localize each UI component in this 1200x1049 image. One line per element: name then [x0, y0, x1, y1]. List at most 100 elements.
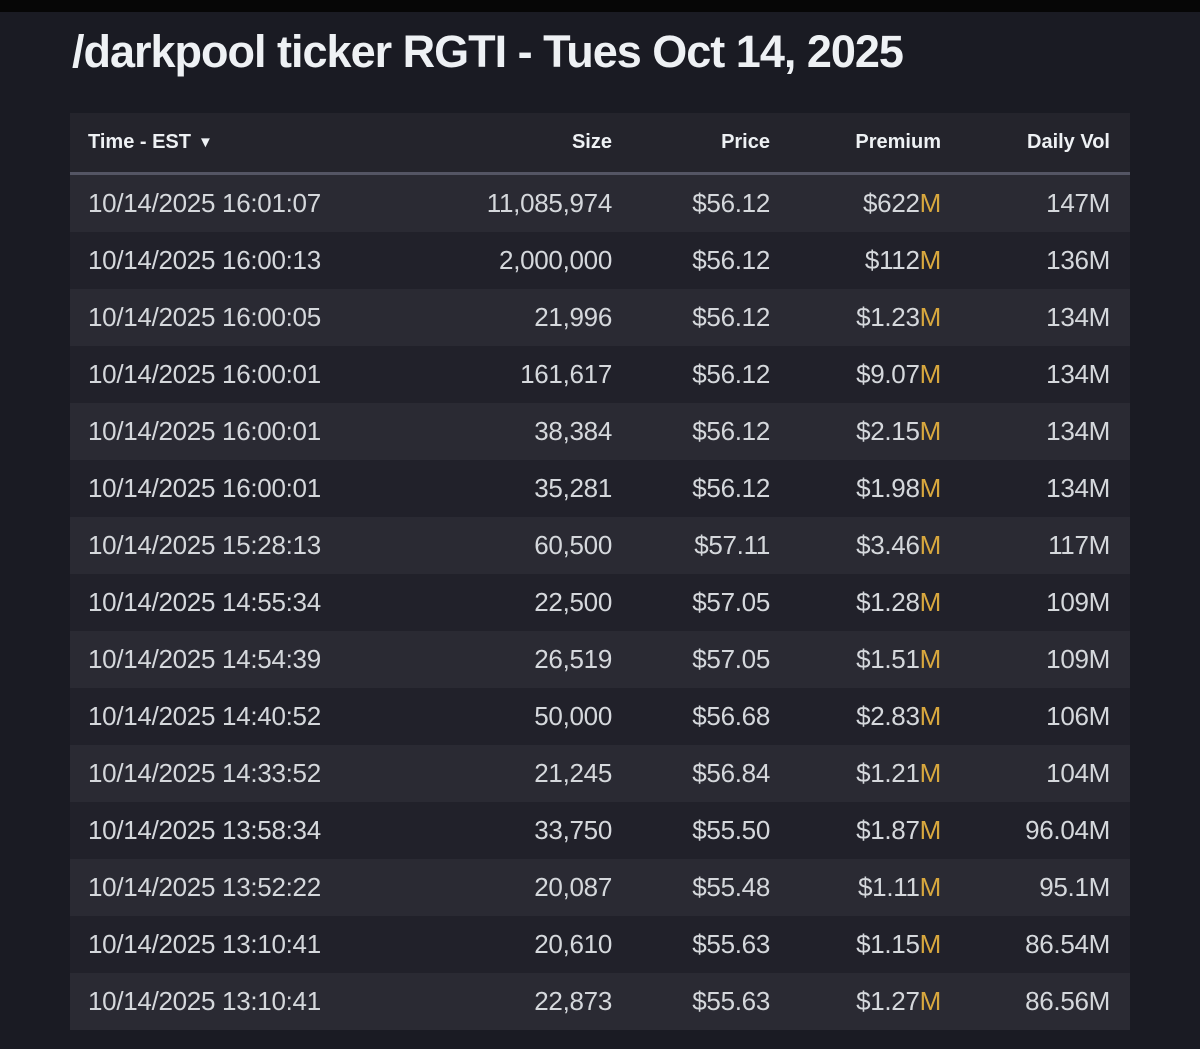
cell-daily-vol: 117M — [1048, 530, 1110, 560]
cell-time: 10/14/2025 15:28:13 — [88, 530, 321, 560]
cell-size: 11,085,974 — [486, 188, 613, 218]
premium-suffix: M — [919, 986, 942, 1016]
column-header-daily-vol[interactable]: Daily Vol — [1027, 131, 1110, 153]
premium-value: $1.23 — [856, 302, 920, 332]
cell-premium: $2.83M — [790, 701, 961, 732]
cell-time: 10/14/2025 14:54:39 — [88, 644, 321, 674]
table-row: 10/14/2025 14:54:39 26,519 $57.05 $1.51M… — [70, 631, 1130, 688]
cell-time: 10/14/2025 16:00:13 — [88, 245, 321, 275]
cell-price: $56.12 — [692, 188, 770, 218]
cell-time: 10/14/2025 13:52:22 — [88, 872, 321, 902]
table-row: 10/14/2025 14:33:52 21,245 $56.84 $1.21M… — [70, 745, 1130, 802]
cell-time: 10/14/2025 16:00:01 — [88, 359, 321, 389]
cell-size: 33,750 — [534, 815, 612, 845]
cell-size: 21,996 — [534, 302, 612, 332]
cell-price: $57.05 — [692, 644, 770, 674]
column-header-size[interactable]: Size — [571, 131, 612, 153]
cell-premium: $1.51M — [790, 644, 961, 675]
column-header-time[interactable]: Time - EST ▼ — [70, 131, 422, 154]
column-header-price[interactable]: Price — [721, 131, 770, 153]
cell-price: $56.12 — [692, 473, 770, 503]
cell-premium: $1.28M — [790, 587, 961, 618]
cell-premium: $1.23M — [790, 302, 961, 333]
table-row: 10/14/2025 15:28:13 60,500 $57.11 $3.46M… — [70, 517, 1130, 574]
premium-suffix: M — [919, 473, 942, 503]
premium-value: $1.28 — [856, 587, 920, 617]
cell-size: 21,245 — [534, 758, 612, 788]
cell-daily-vol: 109M — [1046, 644, 1110, 674]
cell-daily-vol: 134M — [1046, 473, 1110, 503]
cell-premium: $1.21M — [790, 758, 961, 789]
cell-time: 10/14/2025 14:55:34 — [88, 587, 321, 617]
cell-size: 20,610 — [534, 929, 612, 959]
cell-price: $56.12 — [692, 245, 770, 275]
cell-price: $55.50 — [692, 815, 770, 845]
cell-size: 60,500 — [534, 530, 612, 560]
cell-premium: $1.98M — [790, 473, 961, 504]
cell-size: 22,873 — [534, 986, 612, 1016]
cell-daily-vol: 86.56M — [1025, 986, 1110, 1016]
cell-time: 10/14/2025 14:40:52 — [88, 701, 321, 731]
premium-value: $2.83 — [856, 701, 920, 731]
column-header-premium[interactable]: Premium — [855, 131, 941, 153]
cell-price: $56.12 — [692, 359, 770, 389]
premium-suffix: M — [919, 245, 942, 275]
table-row: 10/14/2025 14:55:34 22,500 $57.05 $1.28M… — [70, 574, 1130, 631]
table-row: 10/14/2025 16:00:01 161,617 $56.12 $9.07… — [70, 346, 1130, 403]
premium-value: $2.15 — [856, 416, 920, 446]
cell-premium: $2.15M — [790, 416, 961, 447]
cell-premium: $3.46M — [790, 530, 961, 561]
cell-price: $57.05 — [692, 587, 770, 617]
cell-time: 10/14/2025 14:33:52 — [88, 758, 321, 788]
cell-daily-vol: 134M — [1046, 359, 1110, 389]
premium-suffix: M — [919, 701, 942, 731]
table-row: 10/14/2025 16:00:01 38,384 $56.12 $2.15M… — [70, 403, 1130, 460]
premium-value: $9.07 — [856, 359, 920, 389]
cell-size: 22,500 — [534, 587, 612, 617]
cell-price: $56.84 — [692, 758, 770, 788]
table-row: 10/14/2025 13:10:41 22,873 $55.63 $1.27M… — [70, 973, 1130, 1030]
table-row: 10/14/2025 13:52:22 20,087 $55.48 $1.11M… — [70, 859, 1130, 916]
cell-time: 10/14/2025 13:10:41 — [88, 929, 321, 959]
premium-suffix: M — [919, 587, 942, 617]
cell-daily-vol: 109M — [1046, 587, 1110, 617]
cell-price: $55.48 — [692, 872, 770, 902]
cell-size: 50,000 — [534, 701, 612, 731]
premium-suffix: M — [919, 359, 942, 389]
premium-value: $1.98 — [856, 473, 920, 503]
premium-value: $1.27 — [856, 986, 920, 1016]
table-row: 10/14/2025 14:40:52 50,000 $56.68 $2.83M… — [70, 688, 1130, 745]
premium-value: $622 — [863, 188, 920, 218]
cell-price: $56.12 — [692, 416, 770, 446]
darkpool-trades-table: Time - EST ▼ Size Price Premium Daily Vol… — [70, 113, 1130, 1030]
premium-suffix: M — [919, 929, 942, 959]
cell-daily-vol: 134M — [1046, 416, 1110, 446]
premium-value: $1.15 — [856, 929, 920, 959]
table-row: 10/14/2025 16:01:07 11,085,974 $56.12 $6… — [70, 175, 1130, 232]
cell-time: 10/14/2025 16:01:07 — [88, 188, 321, 218]
cell-premium: $1.11M — [790, 872, 961, 903]
premium-suffix: M — [919, 644, 942, 674]
table-row: 10/14/2025 13:10:41 20,610 $55.63 $1.15M… — [70, 916, 1130, 973]
cell-price: $57.11 — [694, 530, 770, 560]
cell-size: 35,281 — [534, 473, 612, 503]
premium-suffix: M — [919, 872, 942, 902]
cell-size: 161,617 — [520, 359, 612, 389]
cell-time: 10/14/2025 13:10:41 — [88, 986, 321, 1016]
cell-price: $55.63 — [692, 986, 770, 1016]
cell-daily-vol: 106M — [1046, 701, 1110, 731]
cell-price: $56.12 — [692, 302, 770, 332]
cell-time: 10/14/2025 16:00:01 — [88, 416, 321, 446]
premium-value: $1.51 — [856, 644, 920, 674]
cell-size: 26,519 — [534, 644, 612, 674]
cell-premium: $1.27M — [790, 986, 961, 1017]
premium-value: $1.21 — [856, 758, 920, 788]
cell-daily-vol: 96.04M — [1025, 815, 1110, 845]
sort-desc-icon: ▼ — [198, 134, 213, 151]
premium-value: $3.46 — [856, 530, 920, 560]
premium-value: $112 — [864, 245, 920, 275]
cell-daily-vol: 86.54M — [1025, 929, 1110, 959]
cell-time: 10/14/2025 16:00:01 — [88, 473, 321, 503]
cell-size: 38,384 — [534, 416, 612, 446]
cell-daily-vol: 95.1M — [1039, 872, 1110, 902]
